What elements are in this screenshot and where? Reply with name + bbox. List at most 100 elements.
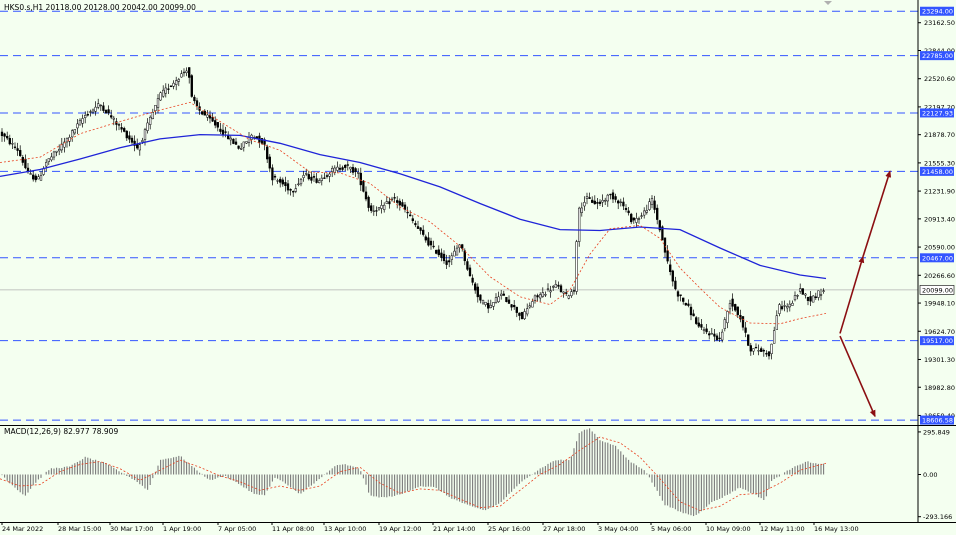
candle-body [570,291,573,297]
candle-body [362,180,365,192]
candle-body [375,210,378,212]
candle-body [799,288,802,292]
candle-body [206,114,209,118]
candle-body [627,210,630,214]
candle-body [271,167,274,181]
candle-body [180,73,183,78]
candle-body [29,173,32,175]
panel-frames [0,0,956,523]
candle-body [338,167,342,170]
candle-body [692,313,695,317]
level-label-box [920,336,954,346]
candle-body [606,194,609,202]
candle-body [403,204,407,210]
candle-body [487,303,490,309]
candle-body [188,67,191,78]
candle-body [552,286,555,288]
time-tick-label: 13 Apr 10:00 [324,525,366,533]
candle-body [177,79,180,82]
candle-body [809,296,812,302]
candle-body [42,168,45,175]
candle-body [273,175,277,178]
candle-body [765,353,768,355]
candle-body [406,211,409,214]
candle-body [788,303,791,308]
time-tick-label: 12 May 11:00 [760,525,805,533]
candle-body [146,122,149,131]
candle-body [24,158,27,169]
price-tick-label: 19301.30 [924,356,955,364]
candle-body [463,250,466,262]
candle-body [21,156,24,163]
macd-title: MACD(12,26,9) 82.977 78.909 [4,427,118,436]
forecast-arrow [839,335,876,418]
candle-body [604,199,607,202]
candle-body [497,296,500,303]
price-tick-label: 22197.20 [924,103,955,111]
candle-body [520,312,524,320]
candle-body [445,260,448,265]
candle-body [13,146,17,148]
level-label: 23294.00 [922,8,953,16]
price-levels [0,10,918,421]
candle-body [702,329,706,332]
candle-body [19,150,22,157]
time-tick-label: 19 Apr 12:00 [379,525,421,533]
candle-body [528,305,531,308]
candle-body [284,182,287,187]
candle-body [130,137,134,143]
candle-body [783,305,786,307]
candle-body [630,213,633,223]
time-tick-label: 28 Mar 15:00 [58,525,101,533]
candle-body [489,304,492,308]
candle-body [279,178,282,183]
candle-body [214,120,217,126]
candle-body [747,334,750,346]
price-tick-label: 22520.60 [924,75,955,83]
candle-body [822,290,825,292]
candle-body [341,167,344,170]
candle-body [65,137,69,143]
candle-body [468,267,472,277]
candle-body [775,315,778,330]
candle-body [812,295,815,303]
candle-body [45,162,48,167]
level-labels: 23294.00 22785.00 22127.93 21458.00 20467.00… [919,6,955,425]
macd-histogram [1,428,825,517]
candle-body [219,128,222,132]
candle-body [141,140,144,142]
candle-body [736,306,739,316]
scroll-marker-icon [824,1,832,5]
candle-body [518,312,521,316]
candle-body [416,226,420,229]
candle-body [650,198,654,205]
candle-body [169,85,173,88]
candle-body [164,87,167,94]
candle-body [242,141,245,148]
candle-body [193,96,196,102]
price-tick-label: 19948.10 [924,300,955,308]
candle-body [354,168,357,172]
level-label-box [920,51,954,61]
candle-body [401,202,404,207]
candle-body [211,116,214,122]
candle-body [624,207,628,210]
candle-body [325,175,329,177]
candle-body [611,192,615,200]
candle-body [515,306,518,313]
price-tick-label: 20590.00 [924,244,955,252]
candle-body [424,236,427,241]
price-tick-label: 20913.40 [924,215,955,223]
candle-body [292,191,295,193]
candle-body [767,351,771,357]
price-tick-label: 23162.50 [924,19,955,27]
candle-body [159,92,162,101]
candle-body [601,199,604,203]
candle-body [705,328,708,333]
candle-body [679,294,682,296]
candle-body [689,306,693,316]
candle-body [123,128,126,132]
candle-body [437,249,440,256]
candle-body [562,291,565,294]
